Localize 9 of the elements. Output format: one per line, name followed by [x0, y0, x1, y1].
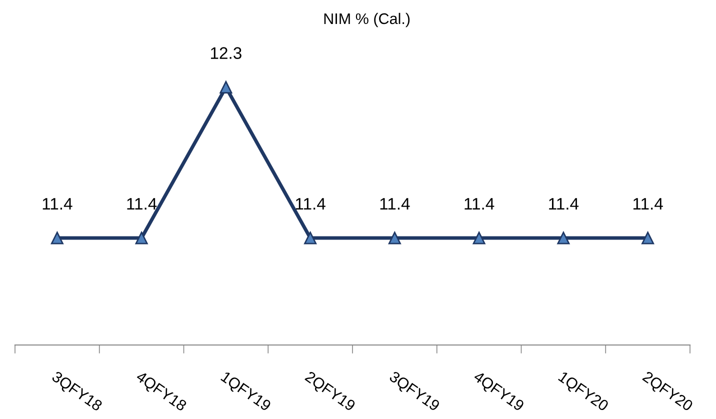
data-label: 11.4	[296, 198, 326, 210]
data-label: 12.3	[210, 47, 242, 59]
data-label: 11.4	[380, 198, 410, 210]
data-label: 11.4	[42, 198, 72, 210]
data-label: 11.4	[549, 198, 579, 210]
data-label: 11.4	[127, 198, 157, 210]
chart-title: NIM % (Cal.)	[324, 12, 410, 28]
data-label: 11.4	[464, 198, 494, 210]
data-label: 11.4	[633, 198, 663, 210]
